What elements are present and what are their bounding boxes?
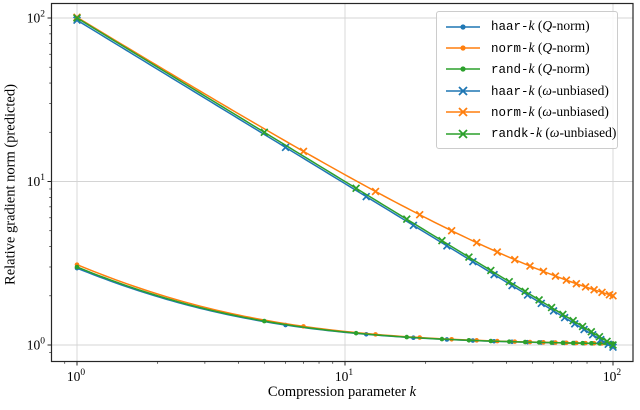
marker-x [572,279,581,288]
marker-dot [536,340,542,345]
series-randk-k-omega-unbiased [72,13,618,350]
marker-x [525,262,534,271]
marker-x [402,215,411,224]
x-tick-label: 101 [335,368,354,384]
marker-dot [522,339,528,345]
legend-item-randk-k-omega-unbiased: randk-k (ω-unbiased) [443,123,616,144]
legend-item-norm-k-q-norm: norm-k (Q-norm) [443,37,611,58]
axes-frame [50,2,634,363]
legend-swatch-dot [446,24,480,30]
marker-dot [404,334,410,340]
marker-x [547,303,556,312]
y-tick-label: 101 [27,173,46,189]
legend-label: haar-k (Q-norm) [491,18,590,35]
marker-x [587,327,596,336]
marker-x [472,238,481,247]
marker-dot [570,340,576,346]
x-axis-label: Compression parameter k [51,384,633,401]
legend-label: randk-k (ω-unbiased) [491,125,617,142]
axis-ticks [47,17,614,366]
series-rand-k-q-norm-markers [74,264,616,346]
marker-x [260,128,269,137]
marker-x [603,337,612,346]
marker-dot [466,337,472,343]
marker-x [299,147,308,156]
marker-x [590,285,599,294]
legend-swatch-x [446,86,480,96]
y-tick-label: 100 [27,337,46,353]
marker-x [581,282,590,291]
marker-x [415,210,424,219]
legend-swatch-dot [446,66,480,73]
marker-x [569,316,578,325]
marker-x [598,288,607,297]
legend-label: rand-k (Q-norm) [491,61,590,78]
marker-x [578,322,587,331]
marker-dot [488,338,494,344]
marker-dot [353,330,359,336]
marker-x [608,340,618,350]
series-norm-k-omega-unbiased-line [76,16,614,297]
marker-x [352,184,361,193]
marker-x [447,226,456,235]
marker-dot [589,341,594,346]
marker-x [281,143,290,152]
legend-swatch-x [446,107,480,117]
legend-item-haar-k-q-norm: haar-k (Q-norm) [443,16,611,37]
marker-dot [560,340,566,346]
x-axis-label-var: k [409,384,417,400]
marker-dot [580,340,585,346]
marker-x [493,248,502,257]
marker-dot [439,336,445,342]
marker-x [505,277,514,286]
series-randk-k-omega-unbiased-markers [72,13,618,350]
marker-x [409,221,418,230]
marker-dot [549,340,554,345]
marker-x [72,13,82,23]
x-tick-label: 100 [67,368,86,384]
marker-x [595,332,604,341]
marker-x [464,253,473,262]
marker-x [523,291,532,300]
legend-item-norm-k-omega-unbiased: norm-k (ω-unbiased) [443,102,611,123]
legend-swatch-dot [446,45,480,51]
tick-labels: 100 101 102 100 101 102 [27,10,622,385]
y-tick-label: 102 [27,10,46,26]
marker-x [562,276,571,285]
marker-x [535,295,544,304]
marker-x [539,267,548,276]
y-axis-label: Relative gradient norm (predicted) [2,84,19,285]
marker-x [608,291,618,300]
marker-x [371,187,380,196]
legend-label: haar-k (ω-unbiased) [491,82,609,99]
series-haar-k-omega-unbiased [72,16,618,352]
marker-x [437,236,446,245]
marker-x [521,287,530,296]
legend: haar-k (Q-norm) norm-k (Q-norm) rand-k (Q-… [436,11,618,150]
marker-x [608,343,618,352]
marker-x [510,255,519,264]
x-axis-label-text: Compression parameter [267,384,410,400]
marker-x [486,266,495,275]
marker-x [558,310,567,319]
marker-dot [506,339,512,344]
x-tick-label: 102 [603,368,622,384]
series-rand-k-q-norm [74,264,616,346]
legend-item-rand-k-q-norm: rand-k (Q-norm) [443,59,611,80]
marker-x [551,272,560,281]
legend-label: norm-k (ω-unbiased) [491,104,609,120]
marker-dot [262,318,267,324]
legend-swatch-x [446,129,480,139]
legend-item-haar-k-omega-unbiased: haar-k (ω-unbiased) [443,80,611,101]
marker-x [362,192,371,201]
legend-label: norm-k (Q-norm) [491,39,590,56]
marker-dot [74,264,80,270]
